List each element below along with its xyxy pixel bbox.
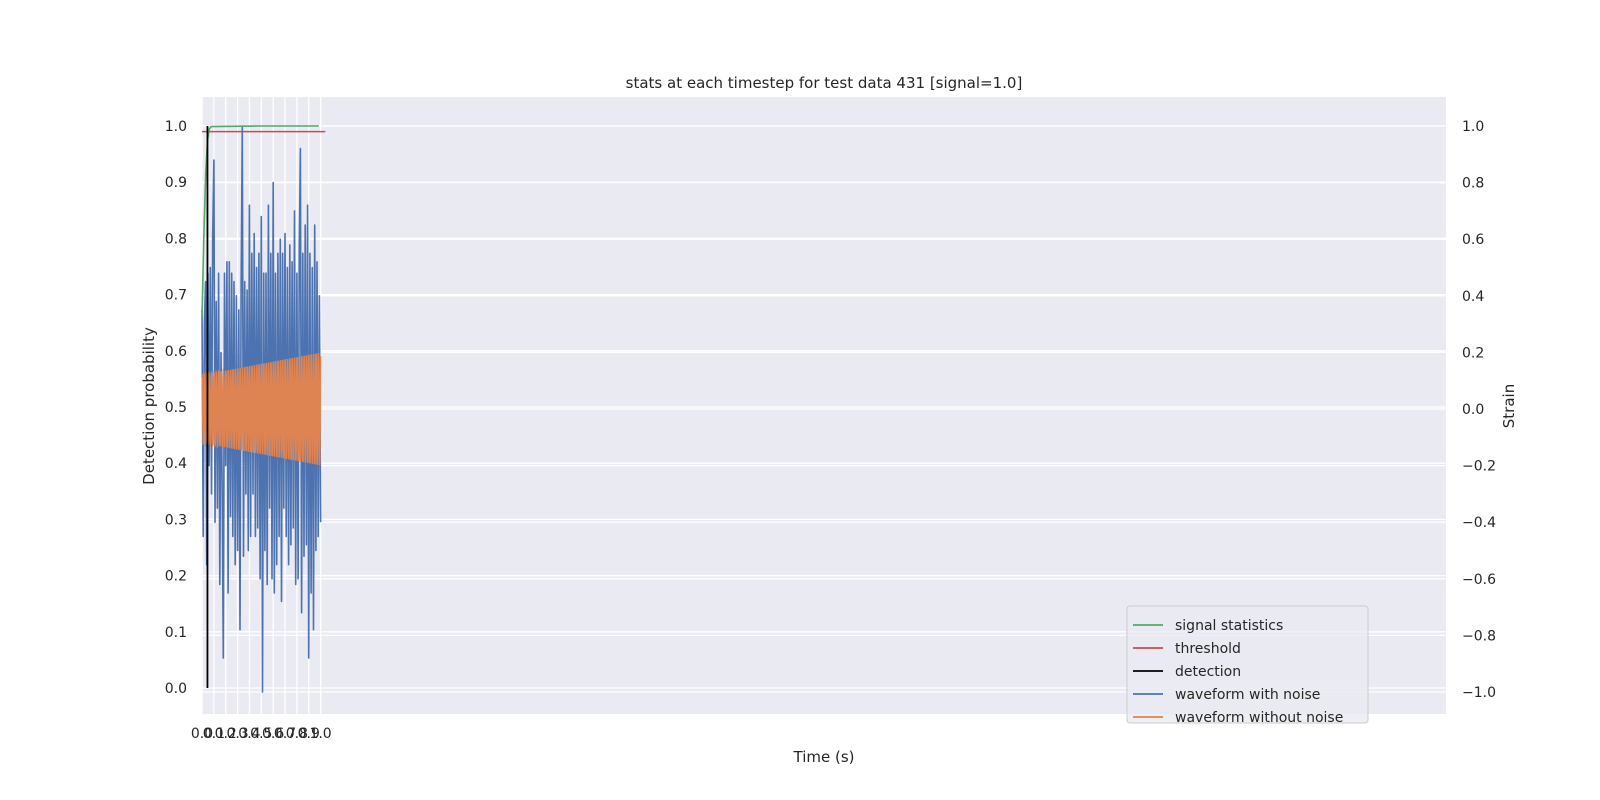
y-axis-right-label: Strain — [1500, 384, 1518, 428]
chart-title: stats at each timestep for test data 431… — [626, 74, 1023, 92]
y-right-tick-label: 1.0 — [1462, 119, 1484, 135]
x-tick-label: 0.0 — [191, 726, 213, 742]
y-right-tick-label: 0.8 — [1462, 176, 1484, 192]
y-axis-left-label: Detection probability — [140, 327, 158, 485]
x-tick-label: 0.2 — [215, 726, 237, 742]
y-left-tick-label: 0.9 — [165, 175, 187, 191]
y-left-tick-label: 1.0 — [165, 119, 187, 135]
y-right-tick-label: −1.0 — [1462, 685, 1496, 701]
y-left-tick-label: 0.2 — [165, 569, 187, 585]
series-layer — [201, 125, 326, 693]
y-right-tick-label: 0.0 — [1462, 402, 1484, 418]
x-tick-label: 0.3 — [226, 726, 248, 742]
y-right-tick-label: −0.6 — [1462, 572, 1496, 588]
x-tick-label: 0.9 — [298, 726, 320, 742]
signal-statistics-line — [201, 125, 319, 318]
x-tick-label: 0.1 — [203, 726, 225, 742]
legend-label: threshold — [1175, 641, 1241, 657]
y-right-tick-label: 0.2 — [1462, 345, 1484, 361]
legend-label: waveform without noise — [1175, 710, 1343, 726]
y-left-tick-label: 0.3 — [165, 512, 187, 528]
waveform-without-noise-line — [201, 352, 322, 466]
legend-box — [1126, 605, 1369, 724]
x-tick-label: 0.6 — [262, 726, 284, 742]
y-right-tick-label: −0.2 — [1462, 459, 1496, 475]
x-tick-label: 0.7 — [274, 726, 296, 742]
y-right-tick-label: −0.4 — [1462, 515, 1496, 531]
y-left-tick-label: 0.7 — [165, 288, 187, 304]
y-right-tick-label: 0.4 — [1462, 289, 1484, 305]
x-tick-label: 0.8 — [286, 726, 308, 742]
legend: signal statistics threshold detection wavef… — [1126, 605, 1369, 726]
waveform-with-noise-line — [201, 125, 322, 693]
x-tick-label: 0.4 — [238, 726, 260, 742]
y-right-tick-label: −0.8 — [1462, 628, 1496, 644]
x-axis-label: Time (s) — [793, 748, 855, 766]
x-tick-label: 1.0 — [309, 726, 331, 742]
y-left-tick-label: 0.1 — [165, 625, 187, 641]
tick-labels: 0.00.10.20.30.40.50.60.70.80.91.00.00.10… — [165, 119, 1496, 742]
y-left-tick-label: 0.4 — [165, 456, 187, 472]
y-left-tick-label: 0.5 — [165, 400, 187, 416]
legend-label: waveform with noise — [1175, 687, 1320, 703]
legend-items: signal statistics threshold detection wavef… — [1133, 618, 1343, 726]
y-left-tick-label: 0.8 — [165, 231, 187, 247]
legend-label: signal statistics — [1175, 618, 1283, 634]
y-left-tick-label: 0.6 — [165, 344, 187, 360]
y-right-tick-label: 0.6 — [1462, 232, 1484, 248]
legend-label: detection — [1175, 664, 1241, 680]
y-left-tick-label: 0.0 — [165, 681, 187, 697]
x-tick-label: 0.5 — [250, 726, 272, 742]
